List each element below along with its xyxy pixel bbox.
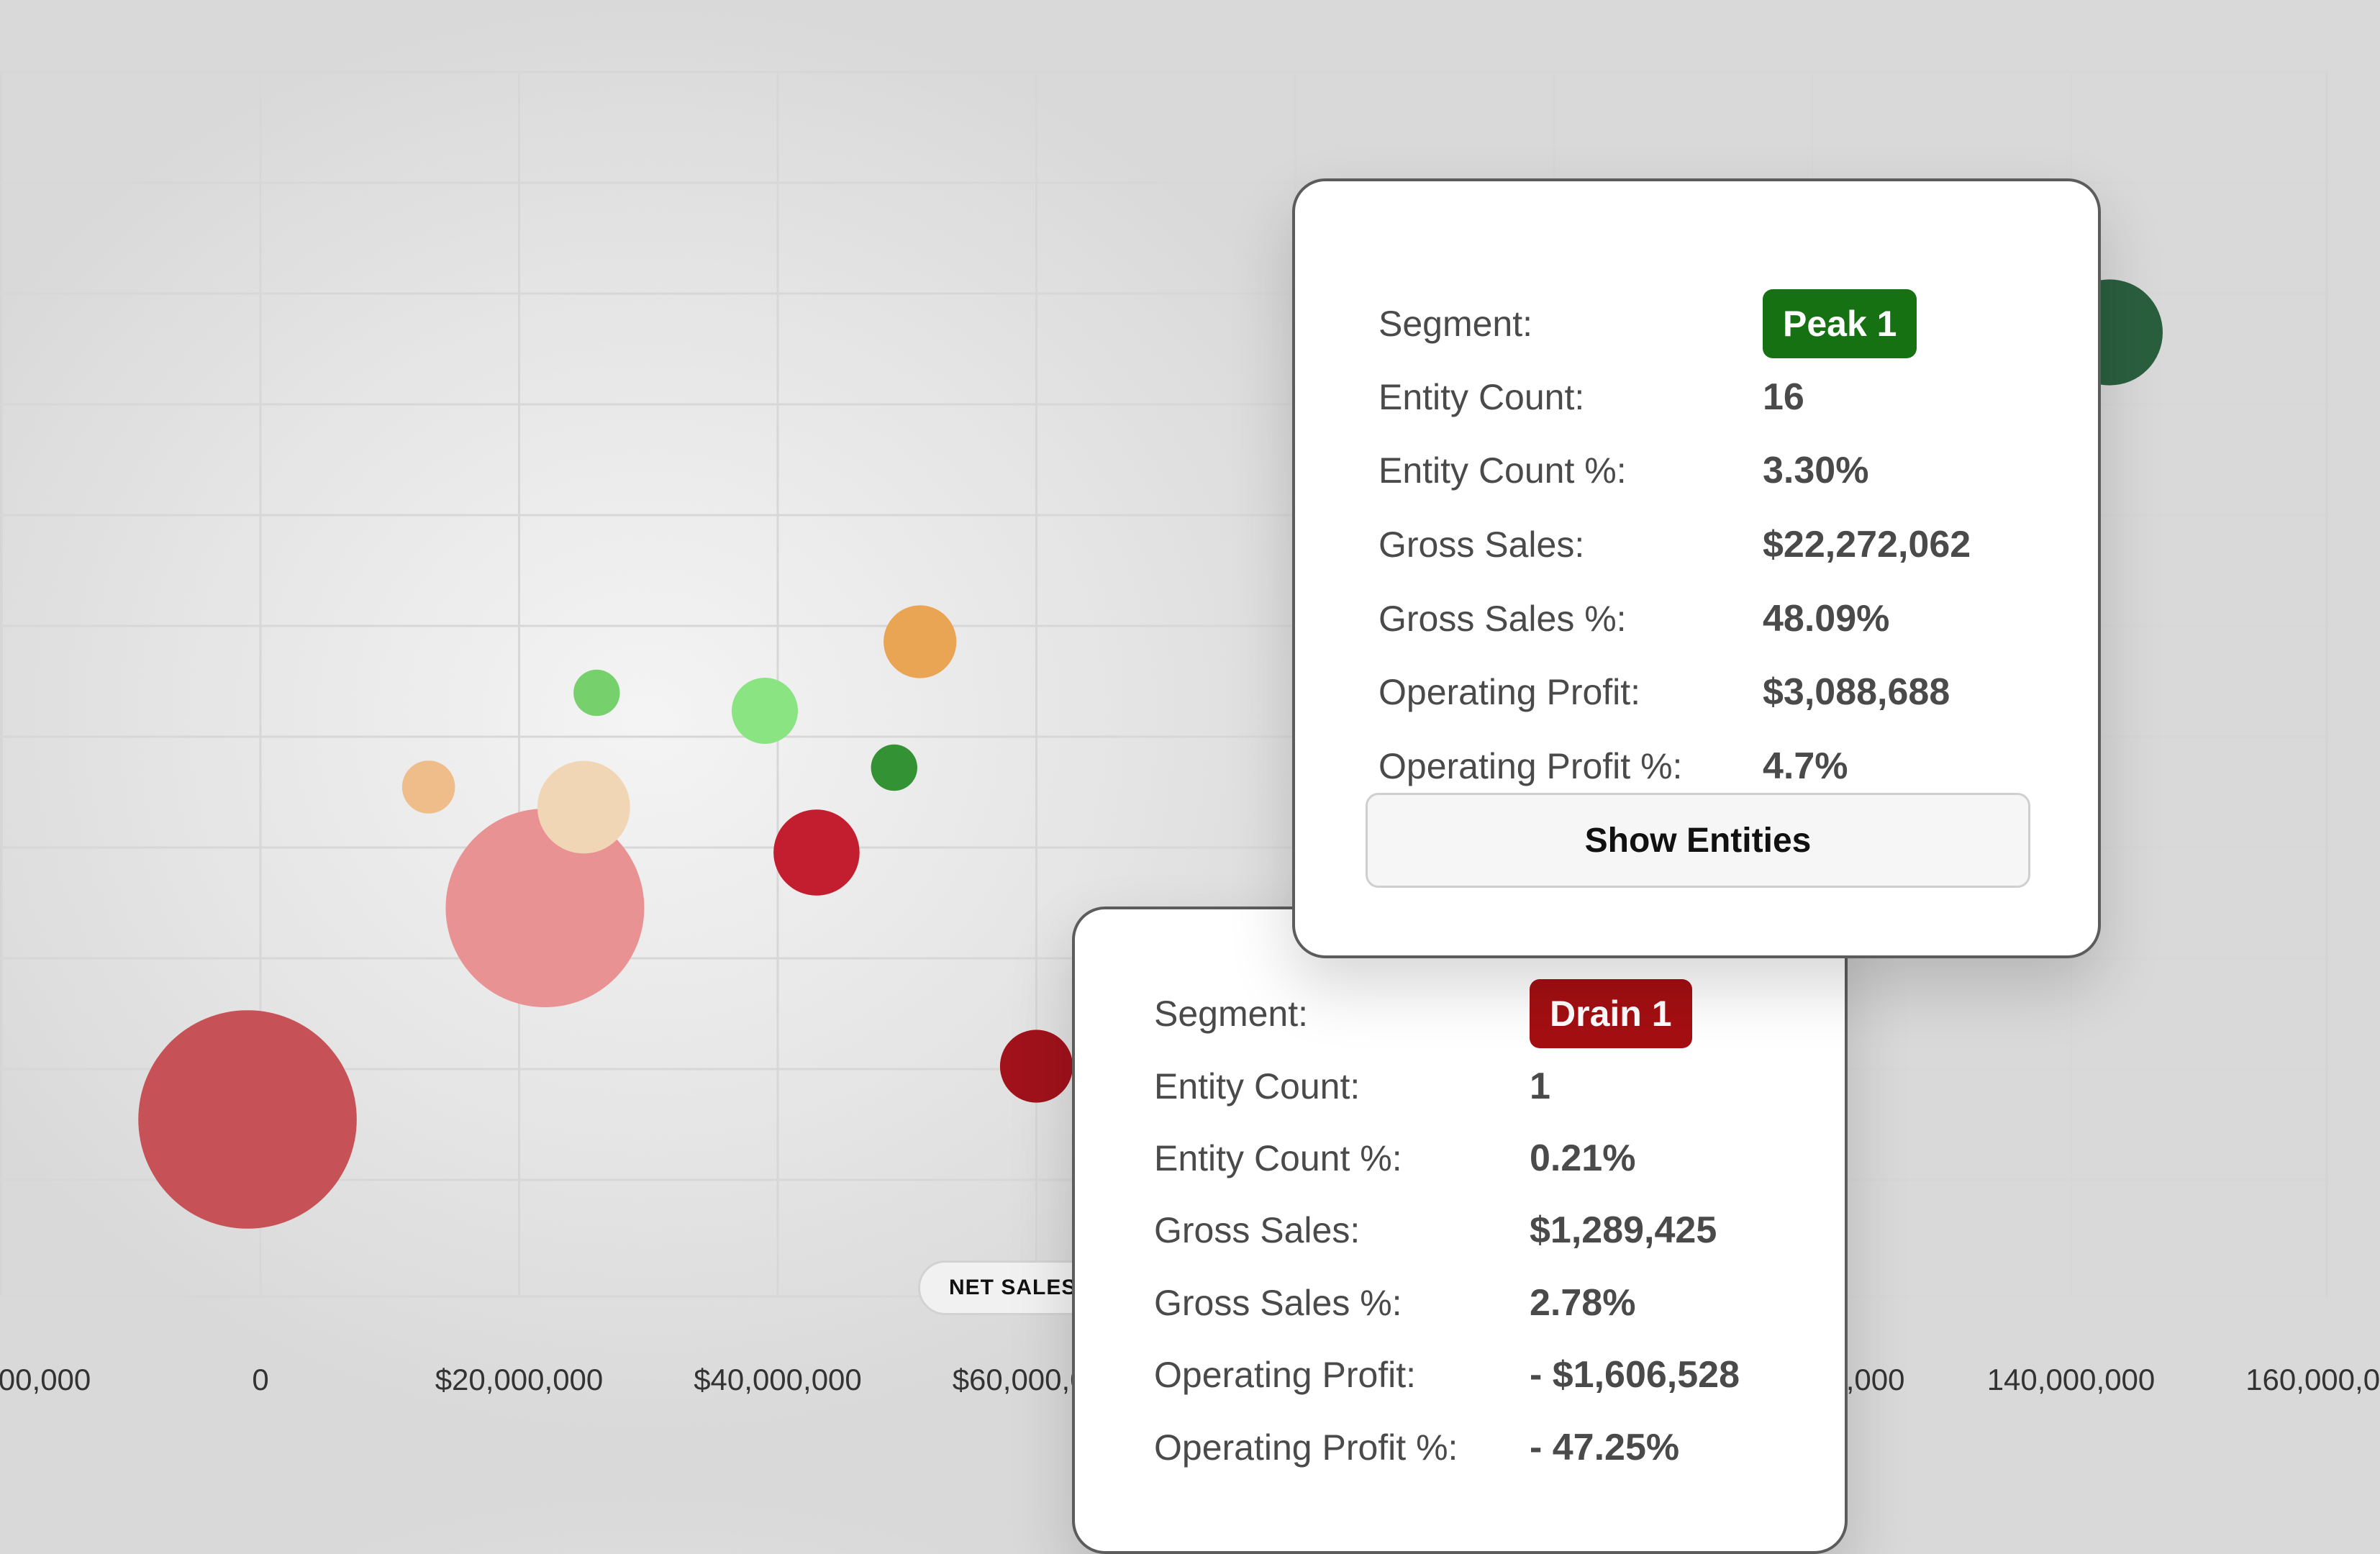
bubble-point[interactable] [999,1030,1073,1103]
tooltip-row-entity-count-pct: Entity Count %: 3.30% [1379,435,2069,506]
entity-count-pct-label: Entity Count %: [1154,1138,1402,1178]
tooltip-row-entity-count: Entity Count: 16 [1379,361,2069,433]
segment-tooltip-peak: Segment: Peak 1 Entity Count: 16 Entity … [1292,178,2101,958]
tooltip-row-entity-count-pct: Entity Count %: 0.21% [1154,1122,1816,1194]
operating-profit-value: - $1,606,528 [1530,1354,1740,1396]
gross-sales-value: $22,272,062 [1763,524,1971,565]
entity-count-label: Entity Count: [1379,377,1585,417]
entity-count-pct-value: 3.30% [1763,450,1869,491]
x-tick-label: 160,000,000 [2245,1363,2380,1396]
bubble-point[interactable] [401,760,455,814]
x-tick-label: 140,000,000 [1987,1363,2156,1396]
gross-sales-pct-value: 48.09% [1763,598,1890,640]
bubble-point[interactable] [138,1010,357,1229]
entity-count-pct-label: Entity Count %: [1379,450,1627,491]
operating-profit-label: Operating Profit: [1379,672,1641,712]
segment-badge: Peak 1 [1763,289,1917,358]
bubble-point[interactable] [884,605,957,678]
operating-profit-pct-value: - 47.25% [1530,1427,1680,1468]
gross-sales-pct-label: Gross Sales %: [1154,1283,1402,1323]
segment-label: Segment: [1154,994,1309,1034]
bubble-point[interactable] [871,744,917,791]
gross-sales-value: $1,289,425 [1530,1209,1717,1251]
bubble-point[interactable] [732,678,799,744]
operating-profit-label: Operating Profit: [1154,1355,1417,1395]
bubble-point[interactable] [445,809,645,1007]
x-tick-label: -$20,000,000 [0,1363,91,1396]
chart-bubbles [138,279,2163,1229]
tooltip-row-operating-profit: Operating Profit: $3,088,688 [1379,656,2069,728]
tooltip-row-operating-profit-pct: Operating Profit %: - 47.25% [1154,1412,1816,1483]
tooltip-row-operating-profit: Operating Profit: - $1,606,528 [1154,1339,1816,1411]
segment-label: Segment: [1379,304,1533,344]
entity-count-label: Entity Count: [1154,1066,1361,1107]
tooltip-row-gross-sales-pct: Gross Sales %: 48.09% [1379,583,2069,655]
tooltip-row-gross-sales: Gross Sales: $22,272,062 [1379,509,2069,581]
entity-count-value: 1 [1530,1065,1550,1107]
tooltip-row-segment: Segment: Peak 1 [1379,288,2069,360]
bubble-point[interactable] [773,809,860,896]
gross-sales-pct-value: 2.78% [1530,1282,1636,1324]
entity-count-pct-value: 0.21% [1530,1137,1636,1179]
tooltip-row-gross-sales-pct: Gross Sales %: 2.78% [1154,1267,1816,1339]
tooltip-row-operating-profit-pct: Operating Profit %: 4.7% [1379,730,2069,802]
tooltip-row-gross-sales: Gross Sales: $1,289,425 [1154,1194,1816,1266]
x-tick-label: $20,000,000 [435,1363,604,1396]
gross-sales-label: Gross Sales: [1154,1210,1361,1250]
operating-profit-pct-label: Operating Profit %: [1154,1427,1458,1468]
gross-sales-label: Gross Sales: [1379,524,1585,565]
x-tick-label: $40,000,000 [694,1363,862,1396]
entity-count-value: 16 [1763,376,1804,418]
segment-tooltip-drain: Segment: Drain 1 Entity Count: 1 Entity … [1072,906,1848,1554]
operating-profit-pct-label: Operating Profit %: [1379,746,1683,786]
bubble-point[interactable] [573,669,620,717]
tooltip-row-entity-count: Entity Count: 1 [1154,1050,1816,1122]
gross-sales-pct-label: Gross Sales %: [1379,599,1627,639]
show-entities-button[interactable]: Show Entities [1366,793,2030,888]
bubble-point[interactable] [537,760,630,854]
segment-badge: Drain 1 [1530,979,1692,1048]
x-tick-label: 0 [252,1363,268,1396]
operating-profit-value: $3,088,688 [1763,671,1950,713]
operating-profit-pct-value: 4.7% [1763,745,1848,787]
tooltip-row-segment: Segment: Drain 1 [1154,978,1816,1050]
